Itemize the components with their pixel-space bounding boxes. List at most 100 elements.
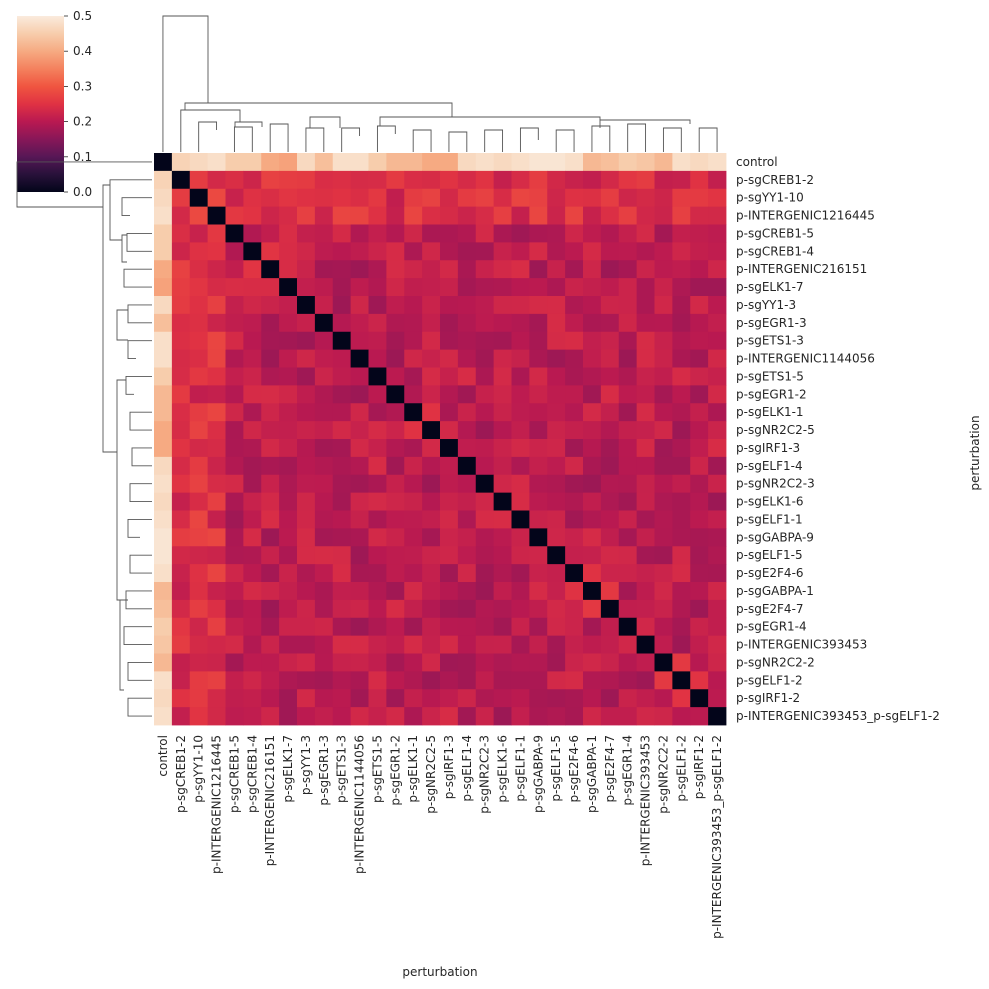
heatmap-cell — [583, 367, 602, 386]
heatmap-cell — [297, 206, 316, 225]
heatmap-cell — [225, 403, 244, 422]
column-label: p-sgCREB1-5 — [227, 735, 241, 813]
heatmap-cell — [189, 403, 209, 422]
heatmap-cell — [225, 653, 244, 672]
row-dendrogram — [16, 161, 152, 717]
heatmap-cell — [297, 474, 316, 494]
heatmap-cell — [279, 617, 298, 637]
heatmap-cell — [243, 296, 262, 315]
heatmap-cell — [297, 510, 316, 529]
heatmap-cell — [690, 617, 709, 637]
heatmap-cell — [529, 599, 548, 619]
heatmap-cell — [547, 510, 566, 529]
heatmap-cell — [600, 367, 620, 386]
heatmap-cell — [189, 546, 209, 565]
colorbar-tick-label: 0.1 — [73, 150, 92, 164]
heatmap-cell — [207, 278, 226, 297]
heatmap-cell — [565, 564, 584, 583]
heatmap-cell — [154, 546, 173, 565]
heatmap-cell — [154, 510, 173, 529]
heatmap-cell — [547, 653, 566, 672]
heatmap-cell — [171, 564, 191, 583]
heatmap-cell — [171, 349, 191, 368]
heatmap-cell — [618, 170, 638, 190]
heatmap-cell — [207, 206, 226, 225]
dendrogram-link — [555, 129, 575, 152]
heatmap-cell — [350, 313, 369, 333]
heatmap-cell — [475, 599, 495, 619]
heatmap-cell — [475, 546, 495, 565]
heatmap-cell — [154, 492, 173, 511]
heatmap-cell — [386, 206, 405, 225]
heatmap-cell — [368, 707, 387, 726]
heatmap-cell — [154, 564, 173, 583]
heatmap-cell — [475, 564, 495, 583]
row-label: p-sgNR2C2-2 — [736, 655, 815, 669]
heatmap-cell — [422, 707, 441, 726]
heatmap-cell — [243, 367, 262, 386]
dendrogram-link — [341, 127, 361, 152]
column-label: p-INTERGENIC393453 — [639, 735, 653, 866]
heatmap-cell — [314, 474, 334, 494]
heatmap-cell — [350, 492, 369, 511]
heatmap-cell — [422, 224, 441, 243]
heatmap-cell — [457, 528, 477, 547]
heatmap-cell — [386, 564, 405, 583]
column-dendrogram — [162, 15, 718, 152]
heatmap-cell — [475, 313, 495, 333]
heatmap-cell — [189, 367, 209, 386]
heatmap-cell — [297, 635, 316, 654]
heatmap-cell — [225, 278, 244, 297]
heatmap-cell — [440, 224, 459, 243]
heatmap-cell — [493, 331, 512, 351]
row-label: p-sgGABPA-1 — [736, 584, 814, 598]
heatmap-cell — [279, 689, 298, 708]
heatmap-cell — [690, 278, 709, 297]
heatmap-cell — [618, 599, 638, 619]
row-label: control — [736, 155, 778, 169]
heatmap-cell — [350, 153, 369, 172]
heatmap-cell — [225, 635, 244, 654]
heatmap-cell — [690, 349, 709, 368]
heatmap-cell — [708, 492, 727, 511]
heatmap-cell — [261, 385, 280, 404]
heatmap-cell — [708, 582, 727, 601]
heatmap-cell — [386, 349, 405, 368]
heatmap-cell — [708, 635, 727, 654]
dendrogram-link — [627, 123, 647, 152]
heatmap-cell — [225, 170, 244, 190]
heatmap-cell — [368, 367, 387, 386]
heatmap-cell — [529, 421, 548, 440]
heatmap-cell — [654, 421, 673, 440]
heatmap-cell — [261, 474, 280, 494]
heatmap-cell — [636, 492, 655, 511]
heatmap-cell — [529, 456, 548, 476]
column-label: p-sgELK1-6 — [496, 735, 510, 803]
column-label: p-sgELF1-4 — [460, 735, 474, 802]
heatmap-cell — [618, 349, 638, 368]
heatmap-cell — [529, 206, 548, 225]
heatmap-cell — [171, 367, 191, 386]
heatmap-cell — [243, 224, 262, 243]
heatmap-cell — [636, 671, 655, 690]
heatmap-cell — [565, 635, 584, 654]
heatmap-cell — [618, 153, 638, 172]
heatmap-cell — [368, 546, 387, 565]
heatmap-cell — [547, 617, 566, 637]
heatmap-cell — [368, 188, 387, 208]
row-label: p-sgELK1-6 — [736, 495, 804, 509]
heatmap-cell — [297, 439, 316, 458]
heatmap-cell — [654, 403, 673, 422]
heatmap-cell — [529, 385, 548, 404]
heatmap-cell — [672, 528, 691, 547]
heatmap-cell — [511, 170, 530, 190]
heatmap-cell — [154, 403, 173, 422]
heatmap-cell — [314, 153, 334, 172]
heatmap-cell — [404, 349, 423, 368]
heatmap-cell — [690, 582, 709, 601]
heatmap-cell — [457, 242, 477, 261]
heatmap-cell — [672, 510, 691, 529]
heatmap-cell — [404, 260, 423, 279]
heatmap-cell — [690, 510, 709, 529]
heatmap-cell — [404, 617, 423, 637]
